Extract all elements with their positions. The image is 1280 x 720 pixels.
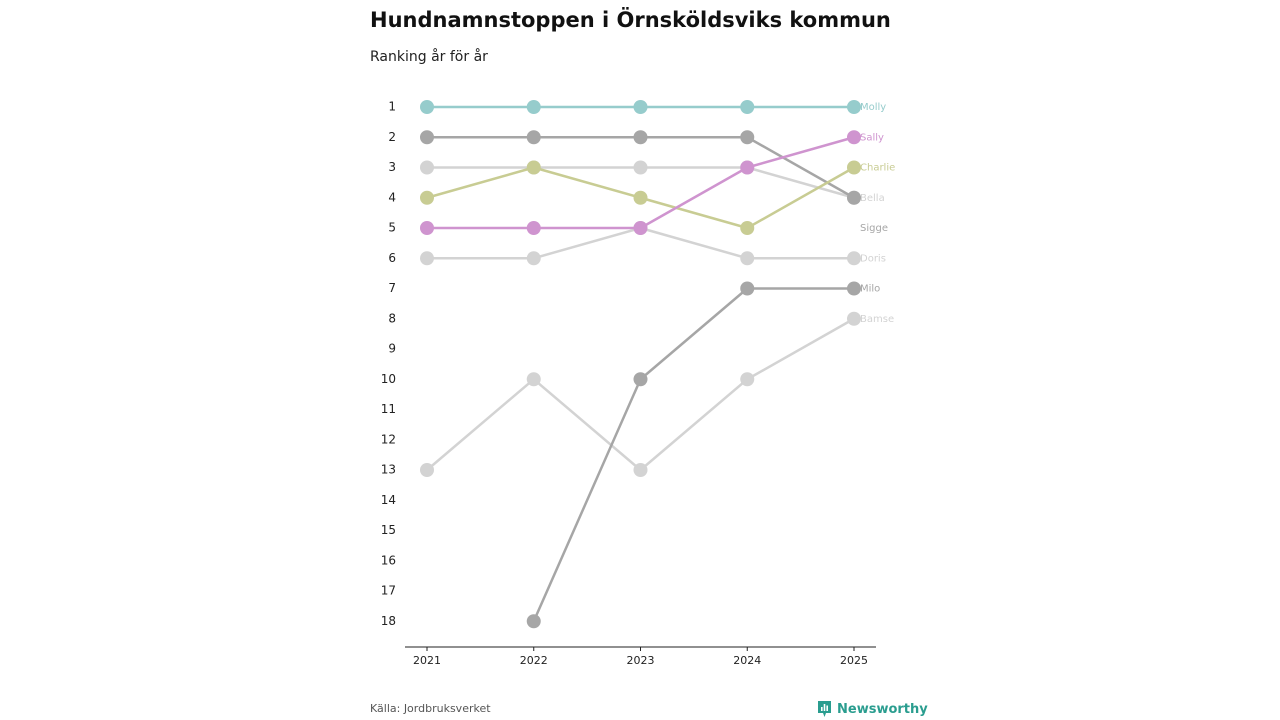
series-charlie xyxy=(420,160,861,235)
y-tick-label: 11 xyxy=(381,402,396,416)
y-tick-label: 5 xyxy=(388,221,396,235)
y-tick-label: 7 xyxy=(388,281,396,295)
y-tick-label: 17 xyxy=(381,584,396,598)
series-label-doris: Doris xyxy=(860,253,886,264)
series-line-milo xyxy=(532,287,856,623)
series-line-sally xyxy=(425,136,856,230)
series-layer xyxy=(420,100,861,629)
y-tick-label: 13 xyxy=(381,463,396,477)
y-tick-label: 15 xyxy=(381,523,396,537)
y-tick-label: 3 xyxy=(388,160,396,174)
data-point-bamse[interactable] xyxy=(633,463,648,477)
data-point-molly[interactable] xyxy=(740,100,755,114)
data-point-sally[interactable] xyxy=(740,160,755,175)
data-point-charlie[interactable] xyxy=(740,221,755,235)
series-label-bella: Bella xyxy=(860,193,885,204)
data-point-sally[interactable] xyxy=(633,221,648,235)
series-bamse xyxy=(420,311,861,477)
data-point-doris[interactable] xyxy=(526,251,541,266)
data-point-sally[interactable] xyxy=(847,130,861,145)
data-point-sigge[interactable] xyxy=(526,130,541,145)
series-label-sally: Sally xyxy=(860,132,884,143)
y-tick-label: 1 xyxy=(388,100,396,114)
source-note: Källa: Jordbruksverket xyxy=(370,702,491,715)
y-tick-label: 10 xyxy=(381,372,396,386)
data-point-milo[interactable] xyxy=(526,614,541,629)
y-tick-label: 14 xyxy=(381,493,396,507)
y-tick-label: 2 xyxy=(388,130,396,144)
brand-name: Newsworthy xyxy=(837,701,928,717)
data-point-sigge[interactable] xyxy=(847,190,861,205)
series-molly xyxy=(420,100,861,114)
chart-subtitle: Ranking år för år xyxy=(370,49,488,65)
y-tick-label: 8 xyxy=(388,311,396,325)
data-point-milo[interactable] xyxy=(847,281,861,296)
series-labels: Bamse Doris Bella Milo Sigge Charlie Sally Moll… xyxy=(860,102,895,325)
x-axis: 2021 2022 2023 2024 2025 xyxy=(413,647,868,667)
series-sally xyxy=(420,130,861,235)
data-point-charlie[interactable] xyxy=(420,190,434,205)
data-point-doris[interactable] xyxy=(420,251,434,266)
y-tick-label: 18 xyxy=(381,614,396,628)
data-point-sigge[interactable] xyxy=(740,130,755,145)
data-point-sigge[interactable] xyxy=(633,130,648,145)
data-point-doris[interactable] xyxy=(847,251,861,266)
data-point-doris[interactable] xyxy=(740,251,755,266)
data-point-milo[interactable] xyxy=(633,372,648,387)
data-point-sally[interactable] xyxy=(526,221,541,235)
data-point-molly[interactable] xyxy=(847,100,861,114)
y-tick-label: 6 xyxy=(388,251,396,265)
data-point-bamse[interactable] xyxy=(526,372,541,387)
data-point-bella[interactable] xyxy=(633,160,648,175)
data-point-charlie[interactable] xyxy=(847,160,861,175)
chart-title: Hundnamnstoppen i Örnsköldsviks kommun xyxy=(370,8,891,32)
series-label-charlie: Charlie xyxy=(860,163,895,174)
series-label-sigge: Sigge xyxy=(860,223,888,234)
brand-logo[interactable]: Newsworthy xyxy=(817,700,928,718)
y-tick-label: 4 xyxy=(388,190,396,204)
y-tick-label: 12 xyxy=(381,432,396,446)
data-point-sally[interactable] xyxy=(420,221,434,235)
x-tick-label: 2021 xyxy=(413,654,441,667)
data-point-bamse[interactable] xyxy=(420,463,434,477)
x-tick-label: 2023 xyxy=(627,654,655,667)
series-milo xyxy=(526,281,861,629)
data-point-sigge[interactable] xyxy=(420,130,434,145)
series-line-bamse xyxy=(425,317,856,472)
y-tick-label: 9 xyxy=(388,342,396,356)
data-point-molly[interactable] xyxy=(420,100,434,114)
x-tick-label: 2025 xyxy=(840,654,868,667)
data-point-bella[interactable] xyxy=(420,160,434,175)
data-point-bamse[interactable] xyxy=(740,372,755,387)
data-point-molly[interactable] xyxy=(633,100,648,114)
data-point-charlie[interactable] xyxy=(633,190,648,205)
data-point-molly[interactable] xyxy=(526,100,541,114)
x-tick-label: 2024 xyxy=(733,654,761,667)
series-label-milo: Milo xyxy=(860,284,880,295)
series-label-molly: Molly xyxy=(860,102,886,113)
series-label-bamse: Bamse xyxy=(860,314,894,325)
data-point-bamse[interactable] xyxy=(847,311,861,326)
data-point-charlie[interactable] xyxy=(526,160,541,175)
x-tick-label: 2022 xyxy=(520,654,548,667)
newsworthy-icon xyxy=(818,701,831,717)
y-tick-label: 16 xyxy=(381,553,396,567)
data-point-milo[interactable] xyxy=(740,281,755,296)
